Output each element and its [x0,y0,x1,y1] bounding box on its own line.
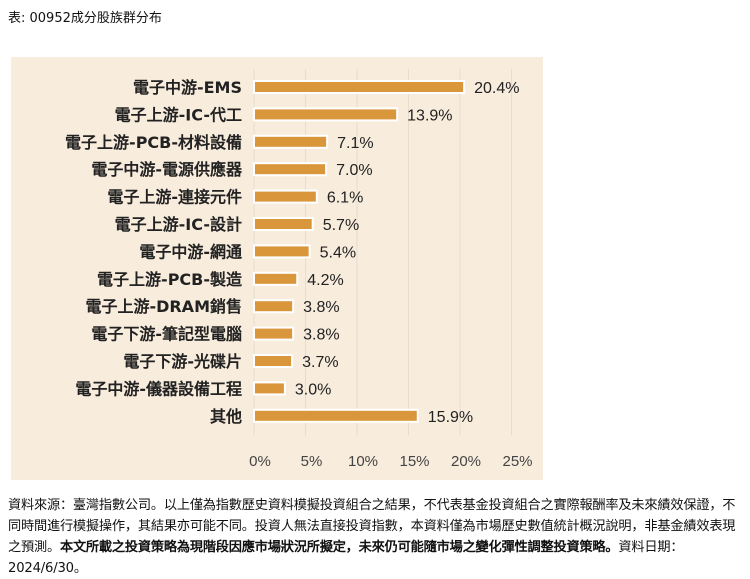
chart-svg: 0% 5% 10% 15% 20% 25% 電子中游-EMS 20.4% 電子上游-IC-代工 1… [65,69,533,470]
bar [253,134,329,149]
data-label: 3.8% [303,327,339,344]
disclaimer-note: 資料來源：臺灣指數公司。以上僅為指數歷史資料模擬投資組合之結果，不代表基金投資組… [8,495,748,579]
x-tick-label: 10% [348,453,378,470]
bar [253,162,328,177]
x-tick-label: 15% [399,453,429,470]
bar [253,408,419,423]
data-label: 3.8% [303,299,339,316]
bar-chart: 0% 5% 10% 15% 20% 25% 電子中游-EMS 20.4% 電子上游-IC-代工 1… [11,57,543,480]
category-label: 電子中游-儀器設備工程 [75,379,242,398]
bar [253,107,399,122]
bar [253,326,295,341]
bar [253,271,299,286]
x-tick-label: 25% [502,453,532,470]
data-label: 3.0% [295,381,331,398]
table-title: 表: 00952成分股族群分布 [8,11,162,26]
x-tick-label: 5% [301,453,323,470]
data-label: 13.9% [407,107,452,124]
data-label: 4.2% [307,272,343,289]
note-bold-text: 本文所載之投資策略為現階段因應市場狀況所擬定，未來仍可能隨市場之變化彈性調整投資… [59,540,619,555]
category-label: 電子上游-連接元件 [107,188,242,207]
category-label: 電子上游-DRAM銷售 [85,297,242,316]
category-label: 電子下游-光碟片 [123,352,242,371]
category-label: 其他 [210,407,242,426]
data-label: 15.9% [428,409,473,426]
bar [253,299,295,314]
category-label: 電子中游-網通 [139,242,242,261]
data-label: 3.7% [302,354,338,371]
category-label: 電子中游-EMS [133,78,242,97]
bar [253,354,294,368]
category-label: 電子上游-IC-設計 [115,215,242,234]
data-label: 20.4% [474,80,519,97]
category-label: 電子中游-電源供應器 [91,160,243,179]
x-tick-label: 20% [451,453,481,470]
x-tick-label: 0% [249,453,271,470]
bar [253,381,286,396]
category-label: 電子上游-IC-代工 [115,105,242,124]
category-label: 電子下游-筆記型電腦 [91,325,242,344]
data-label: 7.1% [337,135,373,152]
category-label: 電子上游-PCB-材料設備 [65,133,242,152]
data-label: 5.4% [320,244,356,261]
note-date: 資料日期：2024/6/30。 [8,540,684,576]
data-label: 6.1% [327,190,363,207]
category-label: 電子上游-PCB-製造 [97,270,243,289]
bar [253,244,311,259]
note-text: 資料來源：臺灣指數公司。以上僅為指數歷史資料模擬投資組合之結果，不代表基金投資組… [8,498,736,555]
bar [253,217,314,231]
data-label: 5.7% [323,217,359,234]
data-label: 7.0% [336,162,372,179]
bar [253,80,466,94]
bar [253,189,318,204]
